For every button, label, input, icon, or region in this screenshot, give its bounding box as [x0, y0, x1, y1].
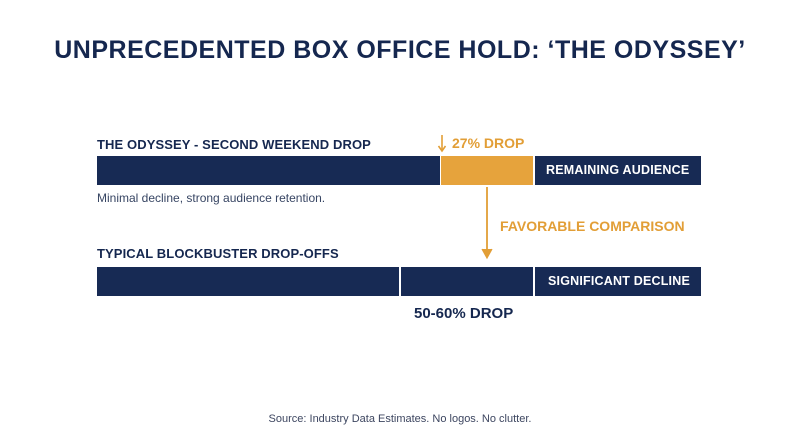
typical-drop-label: 50-60% DROP	[414, 305, 514, 322]
significant-decline-label: SIGNIFICANT DECLINE	[548, 274, 690, 288]
page-title: UNPRECEDENTED BOX OFFICE HOLD: ‘THE ODYS…	[54, 36, 746, 64]
typical-retained-bar	[97, 267, 399, 296]
odyssey-drop-label: 27% DROP	[452, 135, 525, 151]
typical-row-label: TYPICAL BLOCKBUSTER DROP-OFFS	[97, 246, 339, 261]
source-note: Source: Industry Data Estimates. No logo…	[268, 413, 532, 425]
odyssey-drop-bar	[441, 156, 533, 185]
favorable-comparison-label: FAVORABLE COMPARISON	[500, 218, 685, 234]
odyssey-remaining-bar	[535, 156, 701, 185]
down-arrow-icon	[437, 135, 447, 153]
comparison-arrow-icon	[481, 187, 493, 260]
typical-drop-bar	[401, 267, 533, 296]
typical-decline-bar	[535, 267, 701, 296]
odyssey-description: Minimal decline, strong audience retenti…	[97, 191, 326, 205]
odyssey-row-label: THE ODYSSEY - SECOND WEEKEND DROP	[97, 137, 371, 152]
remaining-audience-label: REMAINING AUDIENCE	[546, 163, 690, 177]
odyssey-retained-bar	[97, 156, 440, 185]
